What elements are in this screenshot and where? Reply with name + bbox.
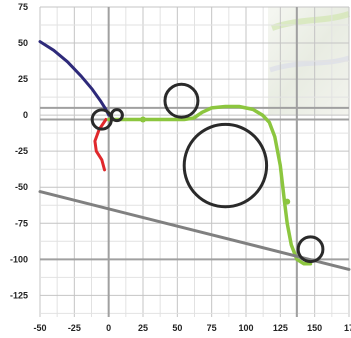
circle-mark <box>296 235 325 264</box>
x-tick-label: 50 <box>172 323 182 333</box>
x-axis-ticks: -50 -25 0 25 50 75 100 125 150 17 <box>33 323 351 333</box>
y-tick-label: -75 <box>15 218 28 228</box>
background-tile-stripe <box>269 55 350 73</box>
x-tick-label: 125 <box>273 323 288 333</box>
markers <box>140 116 291 205</box>
x-tick-label: -50 <box>33 323 46 333</box>
x-tick-label: 17 <box>344 323 351 333</box>
background-tile-stripe <box>270 11 350 31</box>
x-tick-label: 75 <box>207 323 217 333</box>
x-tick-label: 150 <box>307 323 322 333</box>
y-tick-label: 0 <box>23 110 28 120</box>
marker-point <box>284 198 291 205</box>
circle-mark <box>163 82 200 119</box>
y-tick-label: 25 <box>18 74 28 84</box>
circle-mark <box>109 108 124 123</box>
y-tick-label: 75 <box>18 2 28 12</box>
x-tick-label: 0 <box>106 323 111 333</box>
x-tick-label: -25 <box>68 323 81 333</box>
y-tick-label: -50 <box>15 182 28 192</box>
y-tick-label: -125 <box>10 290 28 300</box>
circle-mark <box>182 122 269 209</box>
x-tick-label: 25 <box>138 323 148 333</box>
circles <box>90 82 325 264</box>
marker-point <box>140 116 146 123</box>
x-tick-label: 100 <box>238 323 253 333</box>
y-tick-label: -100 <box>10 254 28 264</box>
y-tick-label: 50 <box>18 38 28 48</box>
y-axis-ticks: 75 50 25 0 -25 -50 -75 -100 -125 <box>10 2 28 300</box>
y-tick-label: -25 <box>15 146 28 156</box>
series-line-1 <box>38 40 111 117</box>
series-line-4 <box>38 190 351 271</box>
series-line-3 <box>106 104 313 266</box>
